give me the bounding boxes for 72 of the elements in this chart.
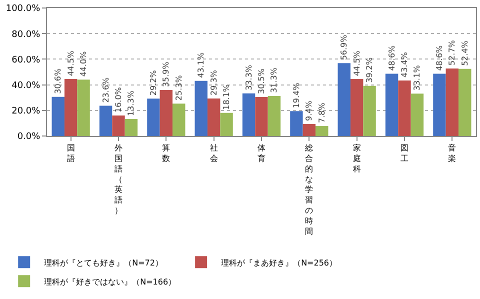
bar <box>290 111 303 136</box>
data-label: 44.5% <box>66 50 76 76</box>
data-label: 33.1% <box>412 64 422 91</box>
data-label: 52.4% <box>460 40 470 66</box>
bar <box>385 74 398 136</box>
data-label: 39.2% <box>365 57 374 83</box>
x-tick-label: 算数 <box>162 144 170 163</box>
bar <box>99 106 112 136</box>
data-label: 30.6% <box>54 68 63 94</box>
bar <box>363 86 376 136</box>
x-tick-label: 図工 <box>400 144 408 163</box>
y-tick-label: 0.0% <box>17 132 41 142</box>
data-label: 25.3% <box>174 74 184 101</box>
category-label: 総合的な学習の時間 <box>305 144 314 236</box>
x-tick-label: 国語 <box>66 144 75 163</box>
data-label: 52.7% <box>448 40 457 66</box>
y-tick-label: 20.0% <box>12 106 41 117</box>
data-label: 9.4% <box>304 100 314 121</box>
bar <box>52 96 64 136</box>
data-label: 16.0% <box>114 86 123 113</box>
y-tick-label: 100.0% <box>6 4 41 14</box>
bar <box>172 104 186 136</box>
y-tick-label: 80.0% <box>12 30 41 40</box>
bar <box>112 116 125 136</box>
bar <box>350 79 364 136</box>
data-label: 35.9% <box>162 61 171 88</box>
bar <box>433 74 446 136</box>
bar <box>255 96 268 136</box>
data-label: 18.1% <box>222 84 232 110</box>
data-label: 44.5% <box>352 50 362 76</box>
legend-label: 理科が『好きではない』（N=166） <box>44 277 176 286</box>
bar <box>64 79 78 136</box>
bar <box>242 93 256 136</box>
data-label: 48.6% <box>434 44 444 71</box>
data-label: 30.5% <box>257 68 266 94</box>
data-label: 13.3% <box>126 90 136 116</box>
data-label: 7.8% <box>317 102 326 124</box>
x-tick-label: 家庭科 <box>352 144 361 174</box>
data-label: 29.2% <box>148 70 158 96</box>
data-label: 29.3% <box>209 70 218 96</box>
data-label: 23.6% <box>101 76 110 103</box>
bar <box>458 68 472 136</box>
data-label: 44.0% <box>79 50 88 77</box>
bar <box>160 90 173 136</box>
y-tick-label: 40.0% <box>12 80 41 91</box>
data-label: 43.1% <box>196 52 206 78</box>
bar <box>338 63 350 136</box>
legend-label: 理科が『とても好き』（N=72） <box>44 258 163 268</box>
y-tick-label: 60.0% <box>12 55 41 66</box>
bar <box>268 96 281 136</box>
data-label: 43.4% <box>400 52 409 78</box>
bar <box>77 80 90 136</box>
bar <box>220 112 233 136</box>
data-label: 56.9% <box>340 34 349 60</box>
bar <box>410 94 424 136</box>
bar <box>398 80 411 136</box>
bar <box>302 124 316 136</box>
x-tick-label: 音楽 <box>448 144 456 163</box>
bar <box>316 126 328 136</box>
bar <box>207 98 220 136</box>
bar <box>194 80 208 136</box>
data-label: 31.3% <box>270 67 279 93</box>
legend-label: 理科が『まあ好き』（N=256） <box>221 258 338 268</box>
data-label: 19.4% <box>292 82 301 108</box>
x-tick-label: 体育 <box>258 144 266 163</box>
data-label: 48.6% <box>387 44 396 71</box>
bar <box>147 98 160 136</box>
x-tick-label: 社会 <box>210 144 218 163</box>
bar <box>124 118 138 136</box>
bar <box>446 68 459 136</box>
data-label: 33.3% <box>244 64 254 90</box>
x-tick-label: 外国語（英語） <box>114 144 122 215</box>
